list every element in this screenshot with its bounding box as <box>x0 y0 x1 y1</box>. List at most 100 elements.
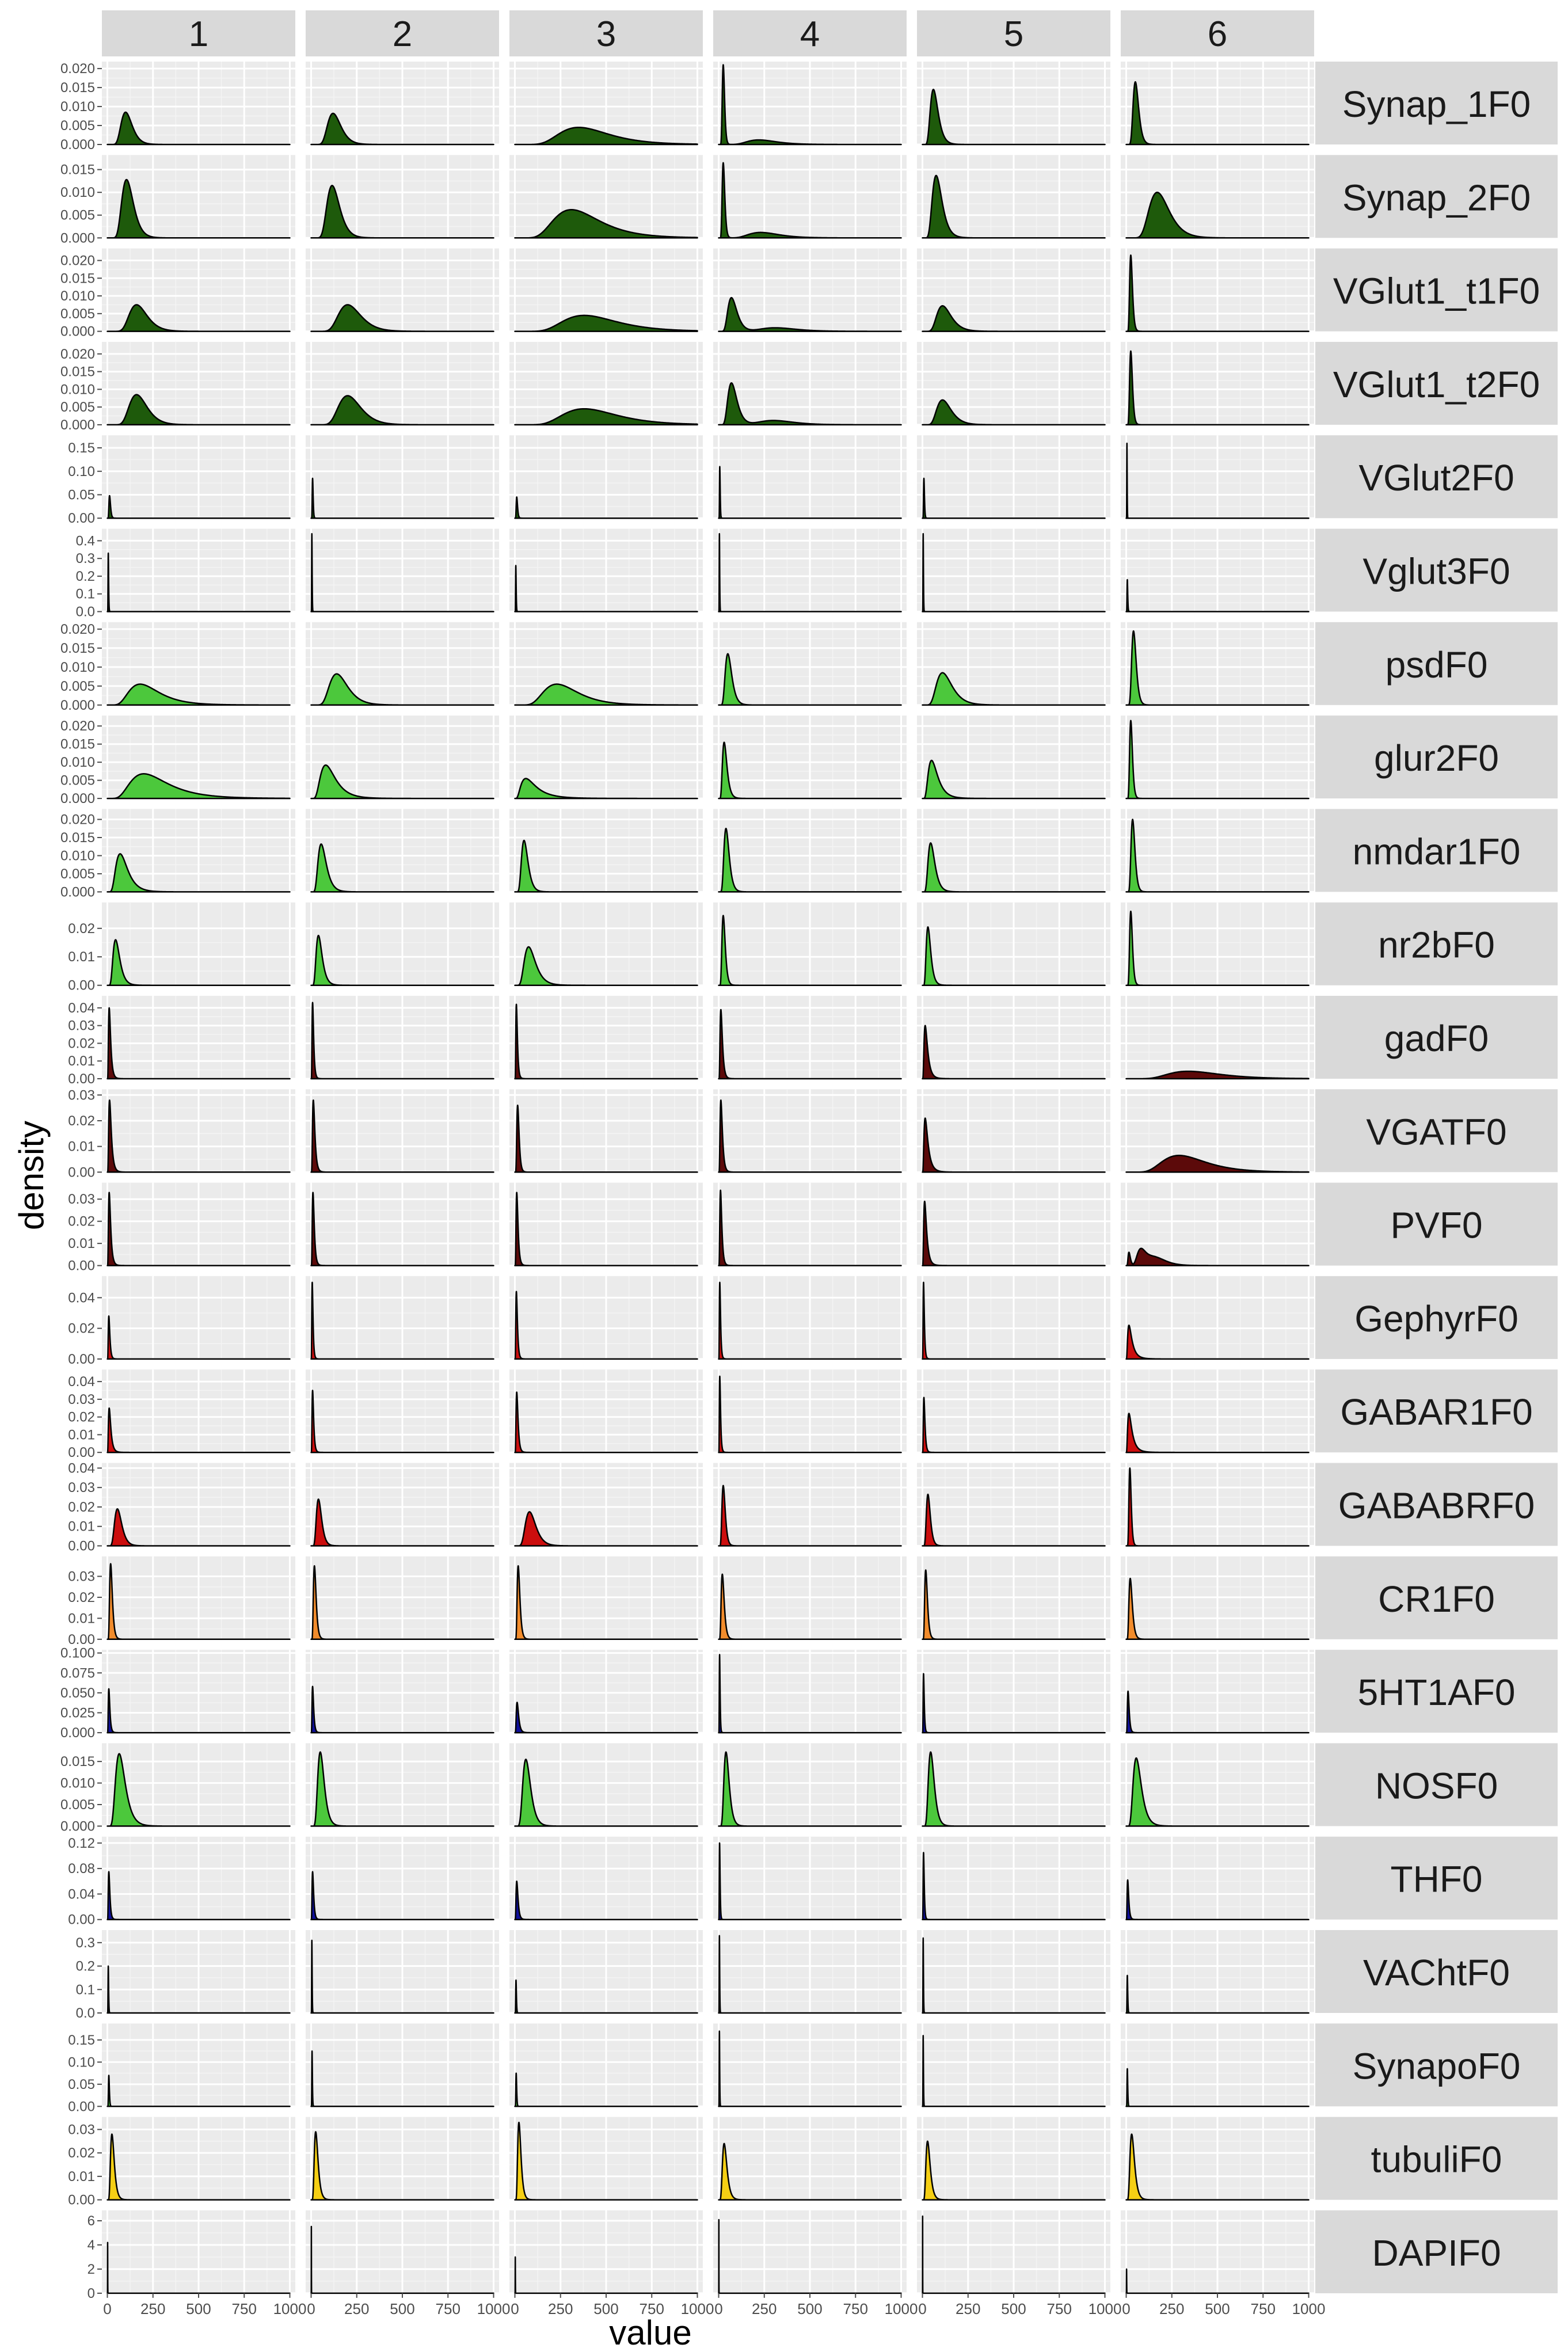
panel-vglut1_t1f0-6 <box>1121 248 1314 333</box>
panel-vglut2f0-2 <box>306 435 499 519</box>
panel-dapif0-6 <box>1121 2210 1314 2294</box>
row-strip-label: PVF0 <box>1390 1205 1482 1246</box>
panel-vgatf0-2 <box>306 1089 499 1173</box>
y-axis-title: density <box>12 1121 51 1230</box>
density-area <box>922 672 1106 706</box>
row-strip-label: psdF0 <box>1386 644 1488 686</box>
density-area <box>1125 1070 1310 1080</box>
density-area <box>310 185 494 239</box>
row-strip-background <box>1315 1650 1558 1733</box>
density-area <box>922 477 1106 519</box>
panel-vachtf0-1 <box>102 1930 295 2014</box>
y-tick-label: 0.005 <box>60 208 95 223</box>
density-area <box>310 673 494 706</box>
panel-cr1f0-5 <box>917 1556 1110 1641</box>
y-tick-label: 0.015 <box>60 641 95 656</box>
y-axis-vglut1_t1f0: 0.000 0.005 0.010 0.015 0.020 <box>60 253 102 340</box>
x-tick-label: 0 <box>511 2300 519 2317</box>
y-tick-label: 0.000 <box>60 1818 95 1834</box>
y-tick-label: 0.04 <box>68 1000 95 1016</box>
density-area <box>106 1871 291 1920</box>
row-strip-background <box>1315 1930 1558 2013</box>
panel-nosf0-3 <box>509 1743 703 1827</box>
column-strip-background <box>713 10 907 56</box>
row-strip-nmdar1f0: nmdar1F0 <box>1315 809 1558 892</box>
panel-tubulif0-1 <box>102 2117 295 2201</box>
y-tick-label: 0.020 <box>60 718 95 734</box>
y-tick-label: 0.03 <box>68 1569 95 1584</box>
y-tick-label: 0.015 <box>60 80 95 96</box>
density-area <box>310 477 494 519</box>
y-axes: 0.0000.0050.0100.0150.0200.0000.0050.010… <box>60 61 102 2301</box>
density-area <box>1125 1325 1310 1360</box>
y-tick-label: 0.00 <box>68 1912 95 1928</box>
density-area <box>922 399 1106 426</box>
y-tick-label: 0.000 <box>60 324 95 340</box>
y-tick-label: 0.010 <box>60 185 95 200</box>
density-area <box>718 382 902 426</box>
density-area <box>310 1751 494 1827</box>
density-area <box>1125 910 1310 986</box>
x-tick-label: 500 <box>593 2300 618 2317</box>
y-tick-label: 0.00 <box>68 1258 95 1274</box>
panel-nr2bf0-6 <box>1121 902 1314 987</box>
x-tick-label: 0 <box>307 2300 315 2317</box>
y-tick-label: 0.00 <box>68 978 95 994</box>
panel-vachtf0-6 <box>1121 1930 1314 2014</box>
panel-vglut1_t2f0-2 <box>306 341 499 426</box>
x-tick-label: 750 <box>436 2300 460 2317</box>
panel-gephyrf0-2 <box>306 1276 499 1360</box>
y-tick-label: 0.00 <box>68 1352 95 1367</box>
density-area <box>514 1979 698 2014</box>
density-area <box>310 1498 494 1547</box>
density-area <box>514 683 698 706</box>
density-area <box>514 1759 698 1827</box>
y-axis-gababrf0: 0.00 0.01 0.02 0.03 0.04 <box>68 1460 102 1554</box>
panel-pvf0-1 <box>102 1182 295 1267</box>
y-tick-label: 0.1 <box>76 1982 95 1997</box>
panel-vglut1_t1f0-5 <box>917 248 1110 333</box>
panel-gadf0-2 <box>306 996 499 1080</box>
panel-gadf0-1 <box>102 996 295 1080</box>
density-area <box>718 466 902 519</box>
panel-tubulif0-5 <box>917 2117 1110 2201</box>
panel-synapof0-2 <box>306 2023 499 2107</box>
density-area <box>922 926 1106 986</box>
y-axis-cr1f0: 0.00 0.01 0.02 0.03 <box>68 1569 102 1647</box>
x-tick-label: 1000 <box>681 2300 714 2317</box>
panel-synapof0-4 <box>713 2023 907 2107</box>
y-tick-label: 0.025 <box>60 1705 95 1721</box>
row-strip-synap_1f0: Synap_1F0 <box>1315 62 1558 144</box>
row-strip-label: nmdar1F0 <box>1353 831 1521 872</box>
x-tick-label: 0 <box>1122 2300 1130 2317</box>
panel-vgatf0-1 <box>102 1089 295 1173</box>
panel-vglut3f0-1 <box>102 528 295 612</box>
panel-vglut1_t2f0-5 <box>917 341 1110 426</box>
density-area <box>922 533 1106 612</box>
row-strip-label: Vglut3F0 <box>1363 551 1510 592</box>
y-tick-label: 0.03 <box>68 1087 95 1103</box>
panel-vglut3f0-2 <box>306 528 499 612</box>
panel-psdf0-6 <box>1121 622 1314 706</box>
y-tick-label: 0.04 <box>68 1460 95 1476</box>
panel-gadf0-5 <box>917 996 1110 1080</box>
panel-5ht1af0-3 <box>509 1650 703 1734</box>
y-tick-label: 0.000 <box>60 884 95 900</box>
density-area <box>514 2121 698 2201</box>
density-area <box>1125 1757 1310 1827</box>
density-area <box>106 773 291 800</box>
x-tick-label: 500 <box>186 2300 211 2317</box>
density-area <box>514 1192 698 1266</box>
x-tick-label: 0 <box>103 2300 111 2317</box>
density-area <box>922 1281 1106 1360</box>
row-strip-thf0: THF0 <box>1315 1836 1558 1920</box>
panel-synapof0-6 <box>1121 2023 1314 2107</box>
panel-dapif0-4 <box>713 2210 907 2294</box>
panel-vgatf0-3 <box>509 1089 703 1173</box>
y-tick-label: 0.01 <box>68 2169 95 2184</box>
density-area <box>1125 1974 1310 2014</box>
y-axis-vglut3f0: 0.0 0.1 0.2 0.3 0.4 <box>76 533 102 620</box>
panel-5ht1af0-1 <box>102 1650 295 1734</box>
panel-nr2bf0-2 <box>306 902 499 987</box>
row-strip-label: THF0 <box>1391 1859 1483 1900</box>
